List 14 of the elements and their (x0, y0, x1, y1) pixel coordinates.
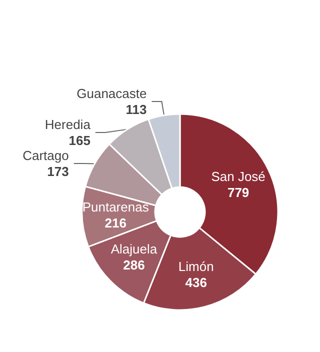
slice-label: Limón (178, 258, 214, 274)
slice-label: Heredia (44, 117, 92, 132)
slice-label: Guanacaste (76, 86, 147, 101)
slice-label: Puntarenas (82, 200, 150, 215)
data-label: 436 (185, 274, 207, 290)
slice-label: San José (211, 168, 266, 184)
data-label: 779 (227, 184, 250, 200)
data-label: 173 (47, 164, 69, 179)
data-label: 113 (126, 102, 147, 117)
data-label: 216 (104, 216, 126, 231)
slice-label: Cartago (22, 148, 69, 163)
slice-label: Alajuela (110, 242, 158, 257)
data-label: 165 (68, 133, 90, 148)
data-label: 286 (123, 258, 145, 273)
